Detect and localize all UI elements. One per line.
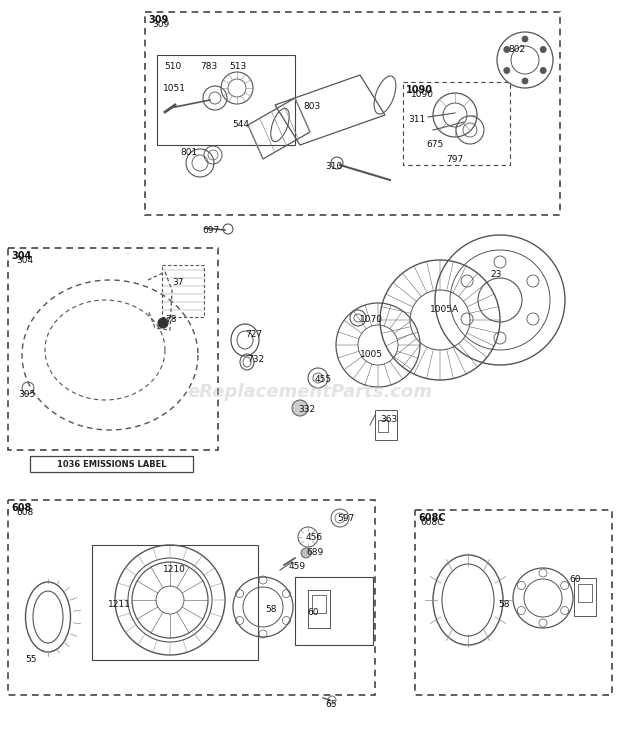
Bar [403,82,510,165]
Circle shape [522,36,528,42]
Circle shape [522,78,528,84]
Bar [30,456,193,472]
Text: 304: 304 [11,251,31,261]
Bar [308,590,330,628]
Circle shape [158,318,168,328]
Bar [578,584,592,602]
Text: 309: 309 [148,15,168,25]
Text: 305: 305 [18,390,35,399]
Text: 1090: 1090 [406,85,433,95]
Circle shape [540,47,546,53]
Text: 65: 65 [325,700,337,709]
Text: 1070: 1070 [360,315,383,324]
Bar [375,410,397,440]
Circle shape [504,47,510,53]
Text: 797: 797 [446,155,463,164]
Text: 1005: 1005 [360,350,383,359]
Bar [312,595,326,613]
Text: 455: 455 [315,375,332,384]
Circle shape [540,68,546,74]
Text: 456: 456 [306,533,323,542]
Text: 1005A: 1005A [430,305,459,314]
Text: 544: 544 [232,120,249,129]
Circle shape [292,400,308,416]
Text: 608: 608 [16,508,33,517]
Bar [8,500,375,695]
Text: 1210: 1210 [163,565,186,574]
Text: 732: 732 [247,355,264,364]
Text: 597: 597 [337,514,354,523]
Text: 304: 304 [16,256,33,265]
Text: 60: 60 [569,575,580,584]
Bar [378,420,388,432]
Text: 309: 309 [152,20,169,29]
Text: 58: 58 [498,600,510,609]
Bar [92,545,258,660]
Text: 55: 55 [25,655,37,664]
Bar [162,265,204,317]
Text: 37: 37 [172,278,184,287]
Text: 78: 78 [165,315,177,324]
Text: 801: 801 [180,148,197,157]
Text: 1036 EMISSIONS LABEL: 1036 EMISSIONS LABEL [57,460,166,469]
Circle shape [301,548,311,558]
Text: eReplacementParts.com: eReplacementParts.com [187,383,433,401]
Bar [145,12,560,215]
Text: 459: 459 [289,562,306,571]
Circle shape [504,68,510,74]
Bar [8,248,218,450]
Text: 783: 783 [200,62,217,71]
Text: 1211: 1211 [108,600,131,609]
Bar [295,577,373,645]
Text: 310: 310 [325,162,342,171]
Text: 675: 675 [426,140,443,149]
Text: 608C: 608C [420,518,443,527]
Text: 1090: 1090 [411,90,434,99]
Text: 608C: 608C [418,513,446,523]
Text: 332: 332 [298,405,315,414]
Text: 727: 727 [245,330,262,339]
Bar [415,510,612,695]
Text: 803: 803 [303,102,321,111]
Text: 363: 363 [380,415,397,424]
Text: 608: 608 [11,503,32,513]
Text: 58: 58 [265,605,277,614]
Text: 60: 60 [307,608,319,617]
Text: 510: 510 [164,62,181,71]
Bar [157,55,295,145]
Bar [574,578,596,616]
Text: 802: 802 [508,45,525,54]
Text: 1051: 1051 [163,84,186,93]
Text: 23: 23 [490,270,502,279]
Text: 513: 513 [229,62,246,71]
Text: 689: 689 [306,548,323,557]
Text: 697: 697 [202,226,219,235]
Text: 311: 311 [408,115,425,124]
